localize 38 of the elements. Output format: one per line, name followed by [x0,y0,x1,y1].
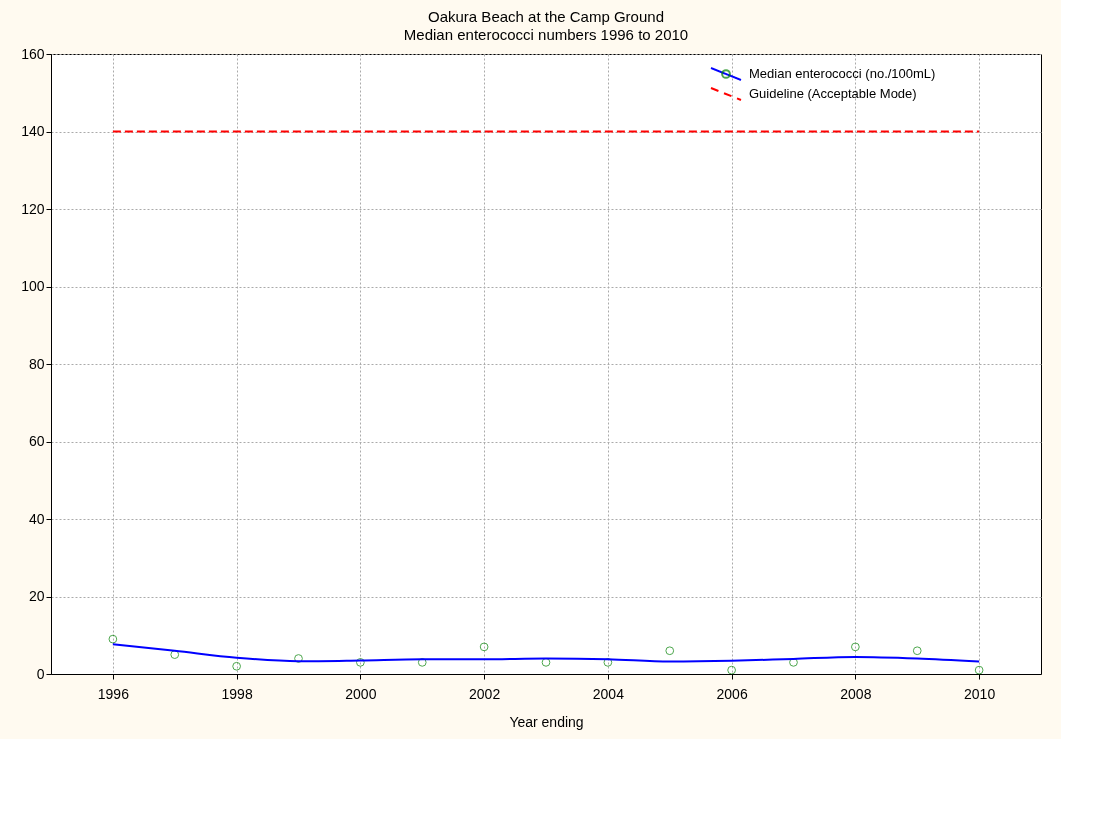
point [170,650,180,659]
x-tick-label: 2010 [964,685,996,702]
y-tick-label: 100 [21,278,45,294]
chart-subtitle: Median enterococci numbers 1996 to 2010 [403,26,689,43]
y-tick-label: 40 [28,510,45,527]
y-tick-label: 80 [28,355,45,372]
point [789,658,798,667]
x-tick-label: 2008 [840,685,872,702]
y-tick-label: 60 [28,433,45,449]
point [851,642,860,652]
legend-label: Guideline (Acceptable Mode) [749,86,917,101]
x-tick-label: 2004 [592,685,625,702]
point [356,658,365,667]
point [417,658,427,667]
y-tick-label: 0 [36,665,45,682]
point [232,661,241,671]
chart-title: Oakura Beach at the Camp Ground [428,8,664,25]
point [727,665,736,675]
point [974,665,984,675]
y-tick-label: 120 [21,200,45,217]
x-axis-title: Year ending [509,713,584,730]
legend-label: Median enterococci (no./100mL) [749,66,936,81]
point [294,654,303,663]
x-tick-label: 2000 [345,685,377,702]
point [912,646,922,656]
x-tick-label: 1998 [221,685,253,702]
x-tick-label: 1996 [97,685,130,702]
point [665,646,675,656]
point [603,658,613,667]
y-tick-label: 160 [21,45,45,62]
point [541,658,551,667]
point [108,634,118,644]
y-tick-label: 20 [28,588,45,604]
x-tick-label: 2006 [716,685,748,702]
x-tick-label: 2002 [469,685,501,702]
y-tick-label: 140 [21,123,45,139]
point [479,642,489,652]
line-series [111,643,981,663]
